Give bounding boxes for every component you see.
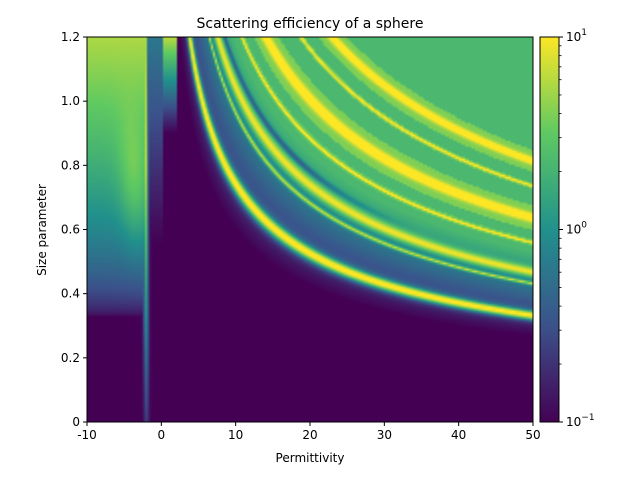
colorbar-tick-label: 101 [566,28,587,44]
y-tick-label: 0 [72,415,80,429]
heatmap-image [87,37,533,422]
y-tick-label: 1.2 [61,30,80,44]
y-tick-label: 1.0 [61,94,80,108]
y-axis-ticks: 0 0.2 0.4 0.6 0.8 1.0 1.2 [61,30,87,429]
x-tick-label: 20 [302,428,317,442]
heatmap-area [87,37,533,422]
y-tick-label: 0.2 [61,351,80,365]
y-tick-label: 0.6 [61,223,80,237]
y-axis-label: Size parameter [35,184,49,276]
colorbar-ticks: 10−1 100 101 [559,28,595,429]
x-axis-label: Permittivity [276,451,345,465]
chart-title: Scattering efficiency of a sphere [197,16,424,32]
colorbar: 10−1 100 101 [539,28,595,429]
x-tick-label: 50 [525,428,540,442]
x-tick-label: 0 [158,428,166,442]
colorbar-tick-label: 10−1 [566,413,595,429]
x-tick-label: -10 [77,428,97,442]
x-tick-label: 40 [451,428,466,442]
y-tick-label: 0.4 [61,287,80,301]
x-axis-ticks: -10 0 10 20 30 40 50 [77,422,541,442]
y-tick-label: 0.8 [61,158,80,172]
colorbar-tick-label: 100 [566,221,587,237]
x-tick-label: 30 [377,428,392,442]
colorbar-gradient [540,37,559,422]
x-tick-label: 10 [228,428,243,442]
